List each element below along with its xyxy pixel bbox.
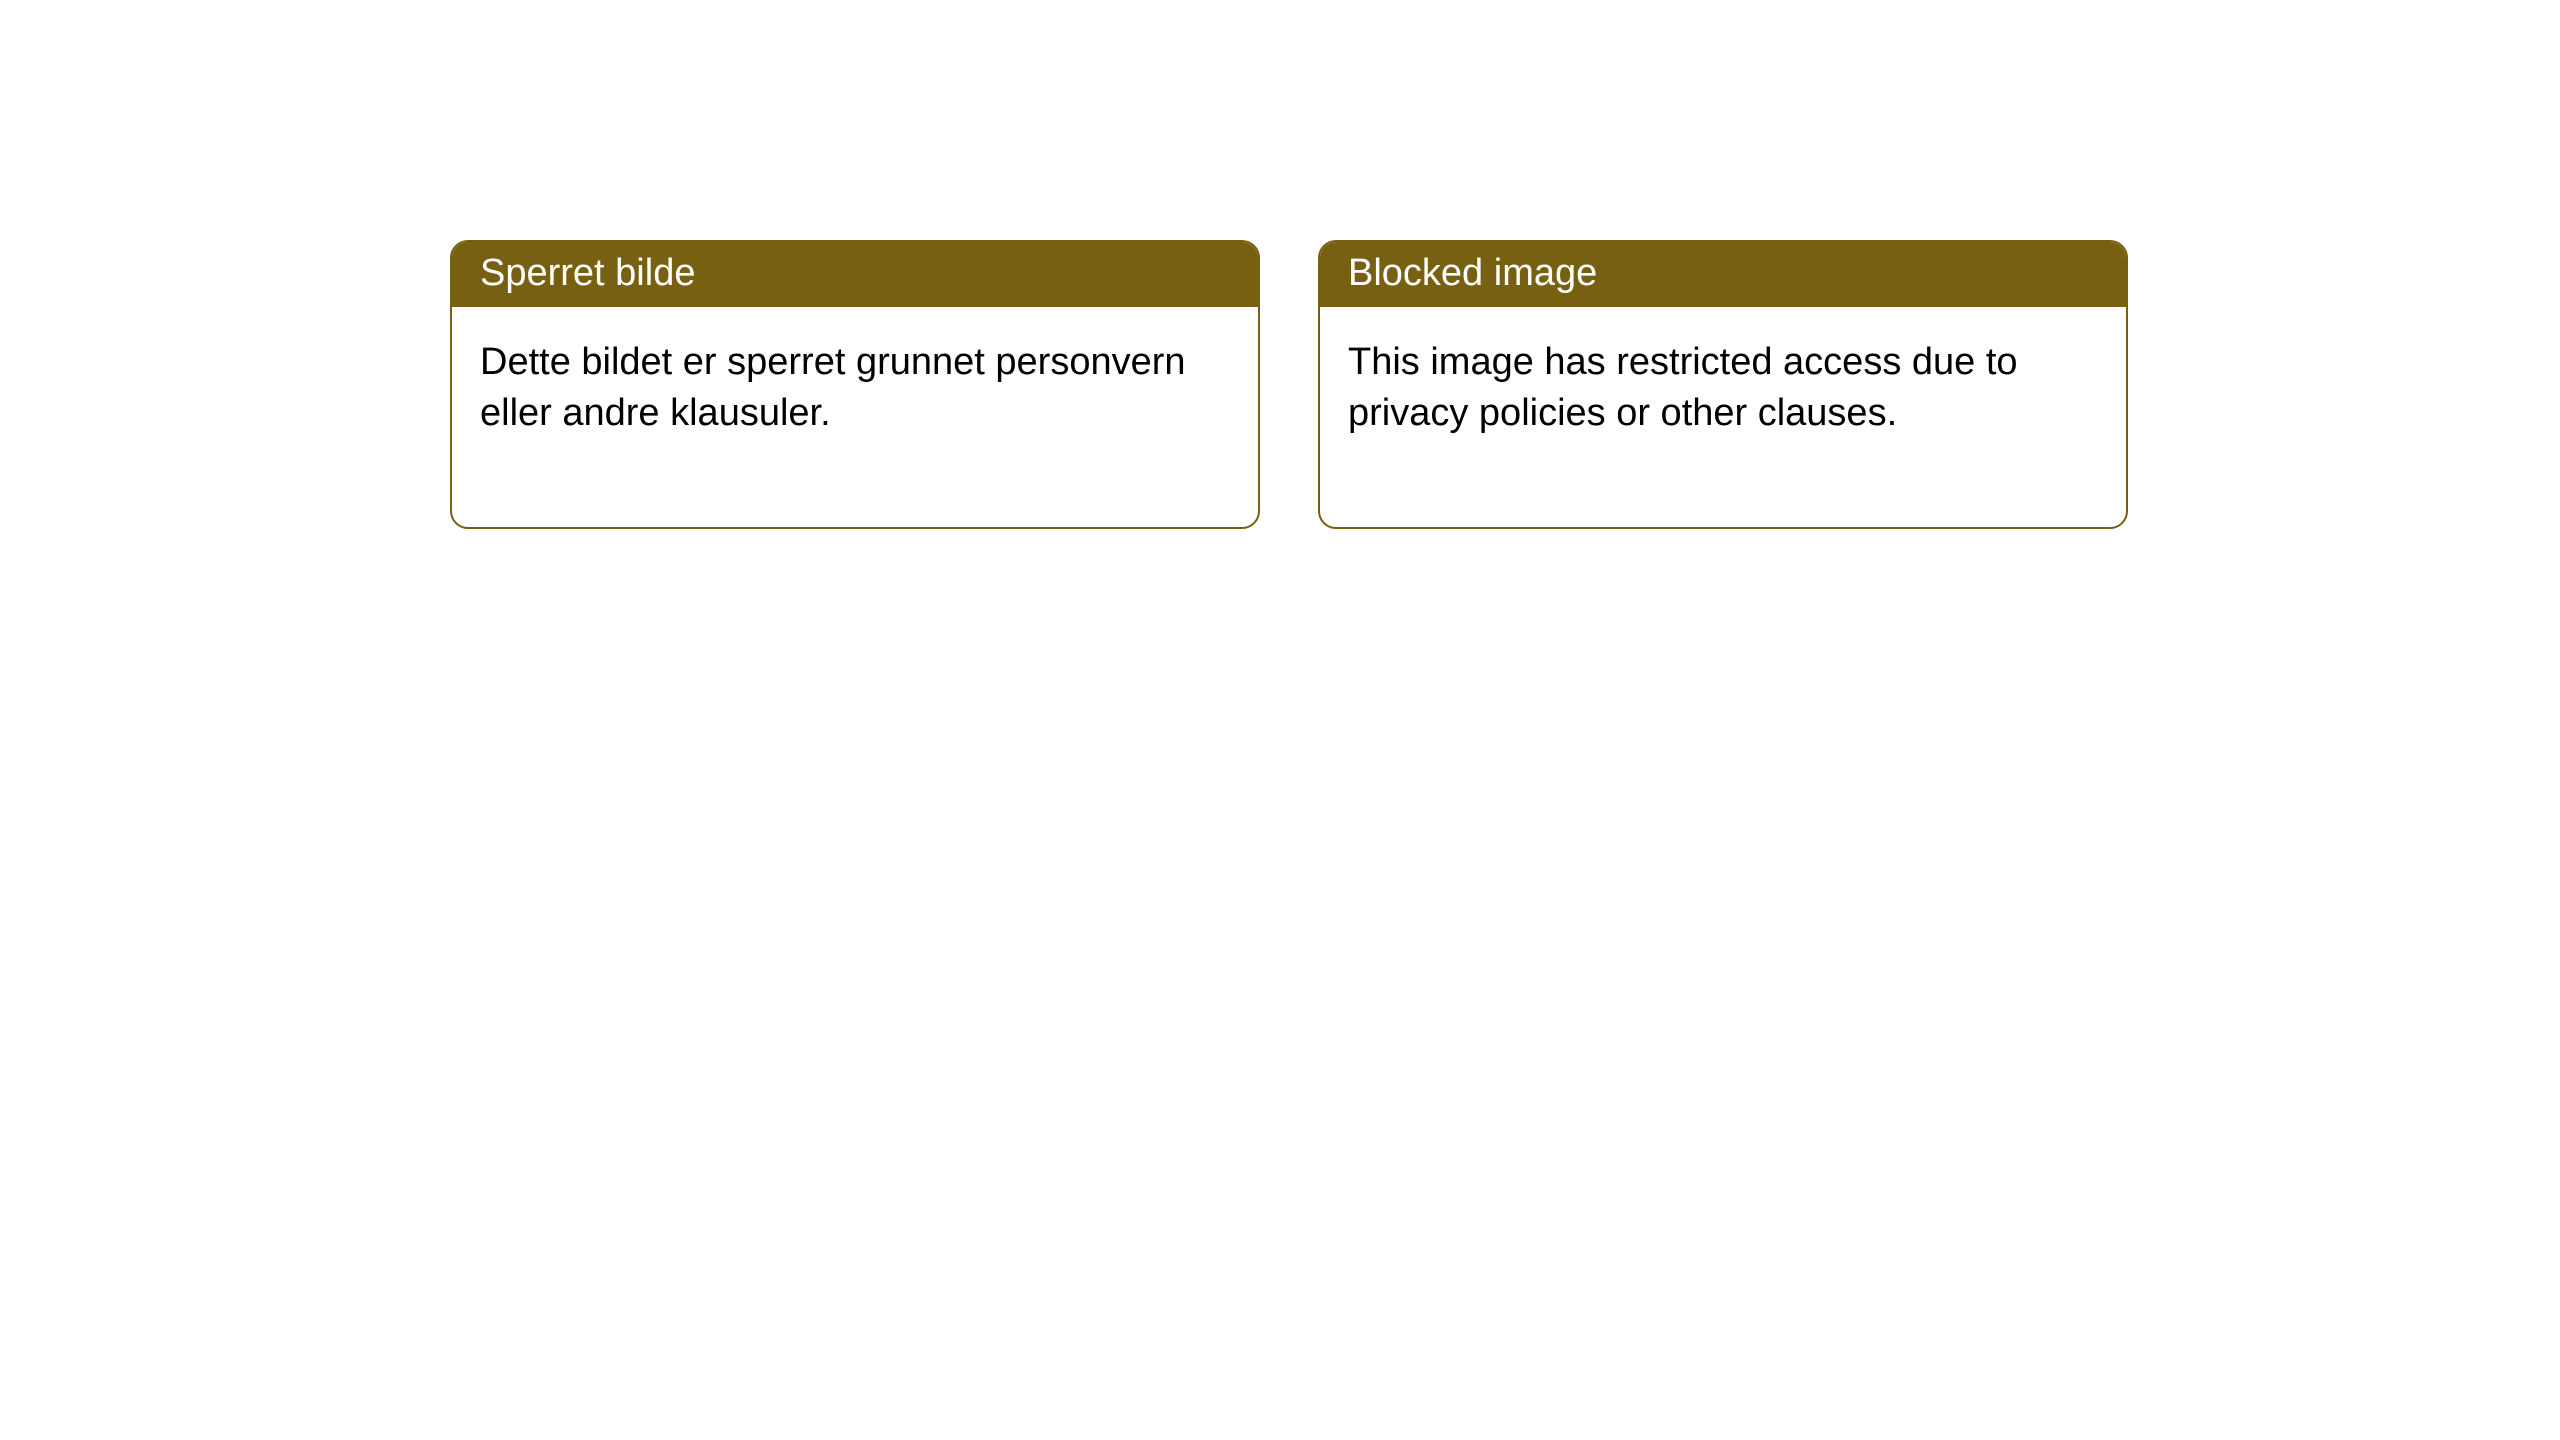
card-body-en: This image has restricted access due to … xyxy=(1320,307,2126,527)
blocked-image-card-en: Blocked image This image has restricted … xyxy=(1318,240,2128,529)
blocked-image-cards: Sperret bilde Dette bildet er sperret gr… xyxy=(450,240,2128,529)
card-body-no: Dette bildet er sperret grunnet personve… xyxy=(452,307,1258,527)
blocked-image-card-no: Sperret bilde Dette bildet er sperret gr… xyxy=(450,240,1260,529)
card-header-no: Sperret bilde xyxy=(452,242,1258,307)
card-header-en: Blocked image xyxy=(1320,242,2126,307)
